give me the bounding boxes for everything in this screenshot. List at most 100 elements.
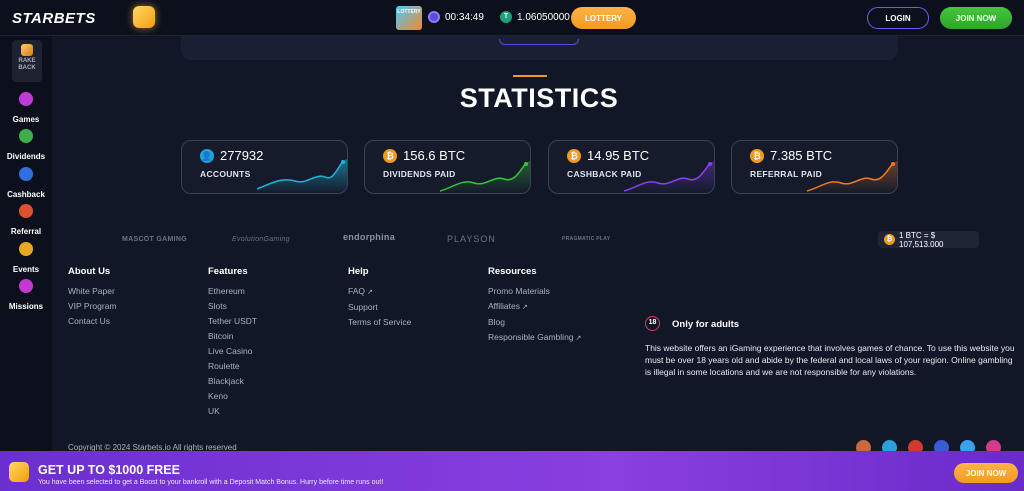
stat-card-dividends: ₿ 156.6 BTC DIVIDENDS PAID: [364, 140, 531, 194]
footer-link-roulette[interactable]: Roulette: [208, 361, 240, 371]
title-accent-line: [513, 75, 547, 77]
footer-link-support[interactable]: Support: [348, 302, 378, 312]
balance-value: 1.06050000: [517, 11, 570, 23]
footer-link-faq[interactable]: FAQ ↗: [348, 287, 411, 297]
sidebar-item-label: Referral: [10, 227, 42, 236]
external-link-icon: ↗: [521, 304, 528, 311]
btc-rate-text: 1 BTC = $ 107,513.000: [899, 230, 944, 249]
provider-endorphina-logo: endorphina: [343, 232, 395, 242]
footer-help-column: Help FAQ ↗ Support Terms of Service: [348, 266, 411, 333]
provider-evolution-logo: EvolutionGaming: [232, 236, 290, 243]
footer-heading: Help: [348, 266, 369, 277]
footer-heading: About Us: [68, 266, 111, 277]
bitcoin-icon: ₿: [884, 234, 895, 245]
referral-sparkline: [807, 161, 897, 193]
accounts-sparkline: [257, 159, 347, 193]
adult-notice-title: Only for adults: [672, 319, 740, 330]
stat-label: CASHBACK PAID: [567, 169, 642, 179]
footer-heading: Features: [208, 266, 248, 277]
sidebar-item-cashback[interactable]: Cashback: [0, 167, 52, 202]
sidebar-item-label: Cashback: [7, 190, 45, 199]
stat-card-accounts: 👤 277932 ACCOUNTS: [181, 140, 348, 194]
footer-link-terms[interactable]: Terms of Service: [348, 317, 412, 327]
gift-icon[interactable]: [133, 6, 155, 28]
statistics-title: STATISTICS: [459, 83, 619, 113]
stat-value: 277932: [220, 148, 264, 163]
sidebar: RAKE BACK Games Dividends Cashback Refer…: [0, 36, 52, 451]
external-link-icon: ↗: [367, 289, 373, 296]
stat-card-cashback: ₿ 14.95 BTC CASHBACK PAID: [548, 140, 715, 194]
promo-title: GET UP TO $1000 FREE: [38, 463, 180, 477]
footer-link-uk[interactable]: UK: [208, 406, 220, 416]
user-icon: 👤: [200, 149, 214, 163]
sidebar-item-label: Missions: [8, 302, 44, 311]
bitcoin-icon: ₿: [567, 149, 581, 163]
sidebar-item-events[interactable]: Events: [0, 242, 52, 277]
rakeback-label: RAKE BACK: [18, 58, 36, 71]
sidebar-item-games[interactable]: Games: [0, 92, 52, 127]
footer-link-affiliates[interactable]: Affiliates ↗: [488, 302, 581, 312]
footer-link-slots[interactable]: Slots: [208, 301, 227, 311]
panel-button-edge[interactable]: [499, 39, 579, 45]
rakeback-button[interactable]: RAKE BACK: [12, 40, 42, 82]
bitcoin-icon: ₿: [750, 149, 764, 163]
starbets-logo[interactable]: STARBETS: [12, 10, 96, 27]
external-link-icon: ↗: [575, 335, 582, 342]
footer-link-ethereum[interactable]: Ethereum: [208, 286, 245, 296]
timer-value: 00:34:49: [445, 11, 484, 23]
sidebar-item-label: Events: [12, 265, 40, 274]
footer-link-vip-program[interactable]: VIP Program: [68, 301, 117, 311]
rakeback-icon: [21, 44, 33, 56]
gift-box-icon: [9, 462, 29, 482]
login-button[interactable]: LOGIN: [867, 7, 929, 29]
footer-link-live-casino[interactable]: Live Casino: [208, 346, 253, 356]
footer-link-keno[interactable]: Keno: [208, 391, 228, 401]
footer-heading: Resources: [488, 266, 537, 277]
stat-card-referral: ₿ 7.385 BTC REFERRAL PAID: [731, 140, 898, 194]
join-now-button[interactable]: JOIN NOW: [940, 7, 1012, 29]
footer-link-blog[interactable]: Blog: [488, 317, 506, 327]
age-18-badge: 18: [645, 316, 660, 331]
footer-link-responsible-gambling[interactable]: Responsible Gambling ↗: [488, 333, 581, 343]
lottery-ticket-icon[interactable]: LOTTERY: [396, 6, 422, 30]
missions-icon: [19, 279, 33, 293]
footer-about-column: About Us White Paper VIP Program Contact…: [68, 266, 117, 332]
footer-link-promo-materials[interactable]: Promo Materials: [488, 286, 550, 296]
tether-icon: T: [500, 11, 512, 23]
dividends-sparkline: [440, 161, 530, 193]
provider-playson-logo: PLAYSON: [447, 234, 496, 244]
footer-link-white-paper[interactable]: White Paper: [68, 286, 115, 296]
dividends-icon: [19, 129, 33, 143]
ticket-label: LOTTERY: [397, 9, 421, 15]
copyright-text: Copyright © 2024 Starbets.io All rights …: [68, 443, 237, 452]
footer-link-contact-us[interactable]: Contact Us: [68, 316, 111, 326]
provider-mascot-logo: MASCOT GAMING: [122, 236, 187, 243]
clock-icon: [428, 11, 440, 23]
stat-value: 156.6 BTC: [403, 148, 466, 163]
bitcoin-icon: ₿: [383, 149, 397, 163]
btc-rate-display: ₿ 1 BTC = $ 107,513.000: [878, 230, 979, 249]
footer-link-tether-usdt[interactable]: Tether USDT: [208, 316, 258, 326]
sidebar-item-missions[interactable]: Missions: [0, 279, 52, 314]
promo-join-button[interactable]: JOIN NOW: [954, 463, 1018, 483]
events-icon: [19, 242, 33, 256]
footer-resources-column: Resources Promo Materials Affiliates ↗ Bl…: [488, 266, 581, 349]
provider-pragmatic-logo: PRAGMATIC PLAY: [562, 236, 611, 242]
footer-link-blackjack[interactable]: Blackjack: [208, 376, 244, 386]
footer-link-bitcoin[interactable]: Bitcoin: [208, 331, 234, 341]
top-header: STARBETS LOTTERY 00:34:49 T 1.06050000 L…: [0, 0, 1024, 36]
lottery-button[interactable]: LOTTERY: [571, 7, 636, 29]
sidebar-item-referral[interactable]: Referral: [0, 204, 52, 239]
stat-label: ACCOUNTS: [200, 169, 251, 179]
stat-value: 14.95 BTC: [587, 148, 650, 163]
sidebar-item-dividends[interactable]: Dividends: [0, 129, 52, 164]
stat-label: DIVIDENDS PAID: [383, 169, 456, 179]
balance-display[interactable]: T 1.06050000: [500, 11, 570, 23]
games-icon: [19, 92, 33, 106]
content-panel-bottom: [181, 36, 898, 60]
cashback-sparkline: [624, 161, 714, 193]
stat-value: 7.385 BTC: [770, 148, 833, 163]
promo-banner: GET UP TO $1000 FREE You have been selec…: [0, 451, 1024, 491]
promo-subtitle: You have been selected to get a Boost to…: [38, 479, 384, 486]
footer-features-column: Features Ethereum Slots Tether USDT Bitc…: [208, 266, 257, 422]
